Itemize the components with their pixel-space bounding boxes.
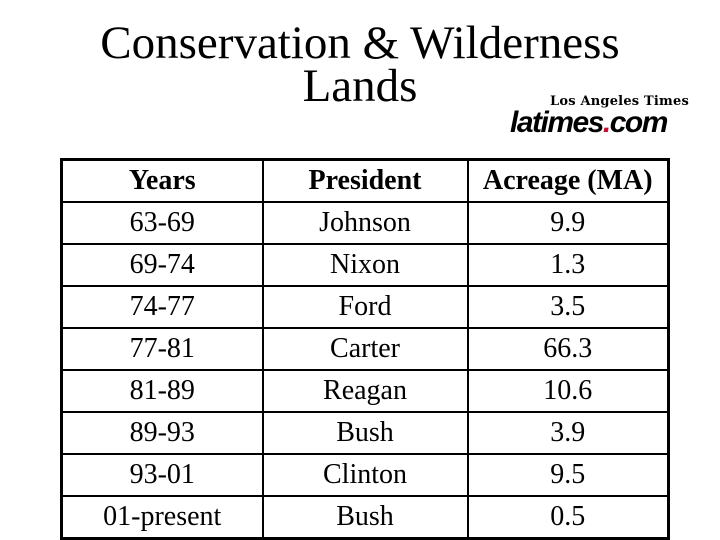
- wordmark-suffix: com: [609, 106, 669, 139]
- cell-years: 74-77: [60, 285, 264, 329]
- cell-president: Reagan: [261, 369, 469, 413]
- cell-years: 01-present: [60, 495, 264, 540]
- cell-president: Carter: [261, 327, 469, 371]
- conservation-table: Years President Acreage (MA) 63-69 Johns…: [60, 158, 670, 540]
- table-row: 77-81 Carter 66.3: [60, 327, 670, 371]
- cell-president: Clinton: [261, 453, 469, 497]
- column-header-years: Years: [60, 158, 264, 203]
- wordmark-prefix: latimes: [510, 106, 604, 139]
- cell-president: Johnson: [261, 201, 469, 245]
- cell-years: 89-93: [60, 411, 264, 455]
- cell-president: Nixon: [261, 243, 469, 287]
- cell-acreage: 9.9: [466, 201, 670, 245]
- latimes-logo: Los Angeles Times latimes.com: [510, 94, 696, 139]
- latimes-wordmark: latimes.com: [510, 106, 696, 139]
- column-header-acreage: Acreage (MA): [466, 158, 670, 203]
- cell-acreage: 9.5: [466, 453, 670, 497]
- latimes-masthead-text: Los Angeles Times: [550, 94, 689, 109]
- cell-years: 63-69: [60, 201, 264, 245]
- title-line-2: Lands: [302, 60, 418, 112]
- table-row: 74-77 Ford 3.5: [60, 285, 670, 329]
- wordmark-red-dot: .: [602, 106, 611, 139]
- cell-acreage: 66.3: [466, 327, 670, 371]
- cell-acreage: 10.6: [466, 369, 670, 413]
- table-row: 81-89 Reagan 10.6: [60, 369, 670, 413]
- cell-acreage: 3.5: [466, 285, 670, 329]
- cell-acreage: 0.5: [466, 495, 670, 540]
- cell-years: 81-89: [60, 369, 264, 413]
- cell-years: 69-74: [60, 243, 264, 287]
- table-row: 69-74 Nixon 1.3: [60, 243, 670, 287]
- table-row: 93-01 Clinton 9.5: [60, 453, 670, 497]
- cell-acreage: 3.9: [466, 411, 670, 455]
- cell-years: 77-81: [60, 327, 264, 371]
- cell-acreage: 1.3: [466, 243, 670, 287]
- cell-president: Bush: [261, 411, 469, 455]
- slide-title: Conservation & Wilderness Lands: [0, 17, 720, 112]
- title-line-1: Conservation & Wilderness: [100, 17, 620, 69]
- table-row: 01-present Bush 0.5: [60, 495, 670, 540]
- table-row: 63-69 Johnson 9.9: [60, 201, 670, 245]
- table-row: 89-93 Bush 3.9: [60, 411, 670, 455]
- cell-president: Ford: [261, 285, 469, 329]
- table-header-row: Years President Acreage (MA): [60, 158, 670, 203]
- column-header-president: President: [261, 158, 469, 203]
- cell-years: 93-01: [60, 453, 264, 497]
- cell-president: Bush: [261, 495, 469, 540]
